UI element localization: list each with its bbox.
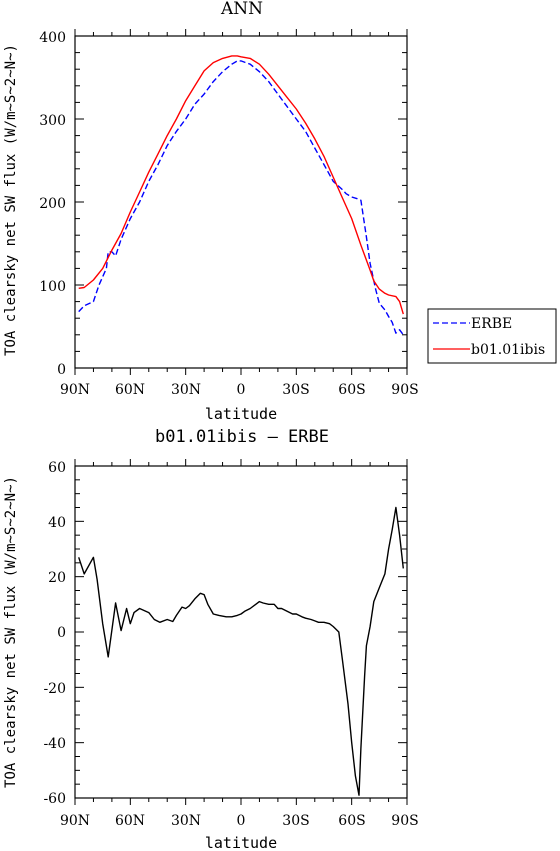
top-y-tick-label: 100: [39, 279, 66, 295]
top-y-tick-label: 300: [39, 113, 66, 129]
top-y-tick-label: 200: [39, 196, 66, 212]
bottom-chart: b01.01ibis – ERBE 60 40 20 0 -20 -40 -60…: [3, 427, 419, 851]
bottom-y-axis-label: TOA clearsky net SW flux (W/m~S~2~N~): [3, 476, 19, 788]
top-series-line-erbe: [78, 60, 404, 336]
bottom-series-line-difference: [78, 506, 404, 796]
top-x-axis-label: latitude: [205, 405, 277, 423]
legend-model-label: b01.01ibis: [471, 342, 545, 358]
top-y-axis-label: TOA clearsky net SW flux (W/m~S~2~N~): [3, 44, 19, 356]
bottom-x-tick-label: 30N: [171, 813, 201, 829]
top-chart-title: ANN: [220, 0, 263, 19]
bottom-x-tick-label: 90S: [391, 813, 418, 829]
legend-erbe-label: ERBE: [471, 316, 512, 332]
bottom-chart-title: b01.01ibis – ERBE: [155, 427, 329, 447]
top-series-line-b01-01ibis: [78, 55, 404, 315]
bottom-plot-frame: [74, 465, 408, 799]
top-x-tick-label: 60S: [338, 382, 365, 398]
top-x-tick-label: 30N: [171, 382, 201, 398]
top-series-lines: [78, 55, 404, 336]
legend: ERBE b01.01ibis: [427, 308, 557, 364]
bottom-x-axis-label: latitude: [205, 834, 277, 851]
bottom-axis-ticks: [74, 459, 408, 805]
top-y-tick-label: 400: [39, 30, 66, 46]
bottom-y-tick-labels: 60 40 20 0 -20 -40 -60: [43, 460, 66, 807]
legend-box: [427, 308, 557, 364]
top-x-tick-label: 30S: [282, 382, 309, 398]
top-plot-frame: [74, 35, 408, 369]
top-axis-ticks: [74, 29, 408, 375]
bottom-y-tick-label: 0: [57, 625, 66, 641]
top-chart: ANN 400 300 200 100 0 90N 60N 30N 0 30S …: [3, 0, 557, 423]
bottom-series-lines: [78, 506, 404, 796]
bottom-x-tick-labels: 90N 60N 30N 0 30S 60S 90S: [60, 813, 419, 829]
top-y-tick-labels: 400 300 200 100 0: [39, 30, 66, 378]
bottom-x-tick-label: 60N: [115, 813, 145, 829]
bottom-y-tick-label: -40: [43, 736, 66, 752]
top-x-tick-label: 0: [237, 382, 246, 398]
bottom-y-tick-label: 60: [48, 460, 66, 476]
top-x-tick-labels: 90N 60N 30N 0 30S 60S 90S: [60, 382, 419, 398]
top-x-tick-label: 60N: [115, 382, 145, 398]
top-y-tick-label: 0: [57, 362, 66, 378]
bottom-x-tick-label: 60S: [338, 813, 365, 829]
bottom-y-tick-label: 20: [48, 570, 66, 586]
bottom-y-tick-label: -60: [43, 791, 66, 807]
bottom-x-tick-label: 0: [237, 813, 246, 829]
bottom-x-tick-label: 90N: [60, 813, 90, 829]
bottom-y-tick-label: -20: [43, 681, 66, 697]
top-x-tick-label: 90N: [60, 382, 90, 398]
top-x-tick-label: 90S: [391, 382, 418, 398]
bottom-x-tick-label: 30S: [282, 813, 309, 829]
bottom-y-tick-label: 40: [48, 515, 66, 531]
